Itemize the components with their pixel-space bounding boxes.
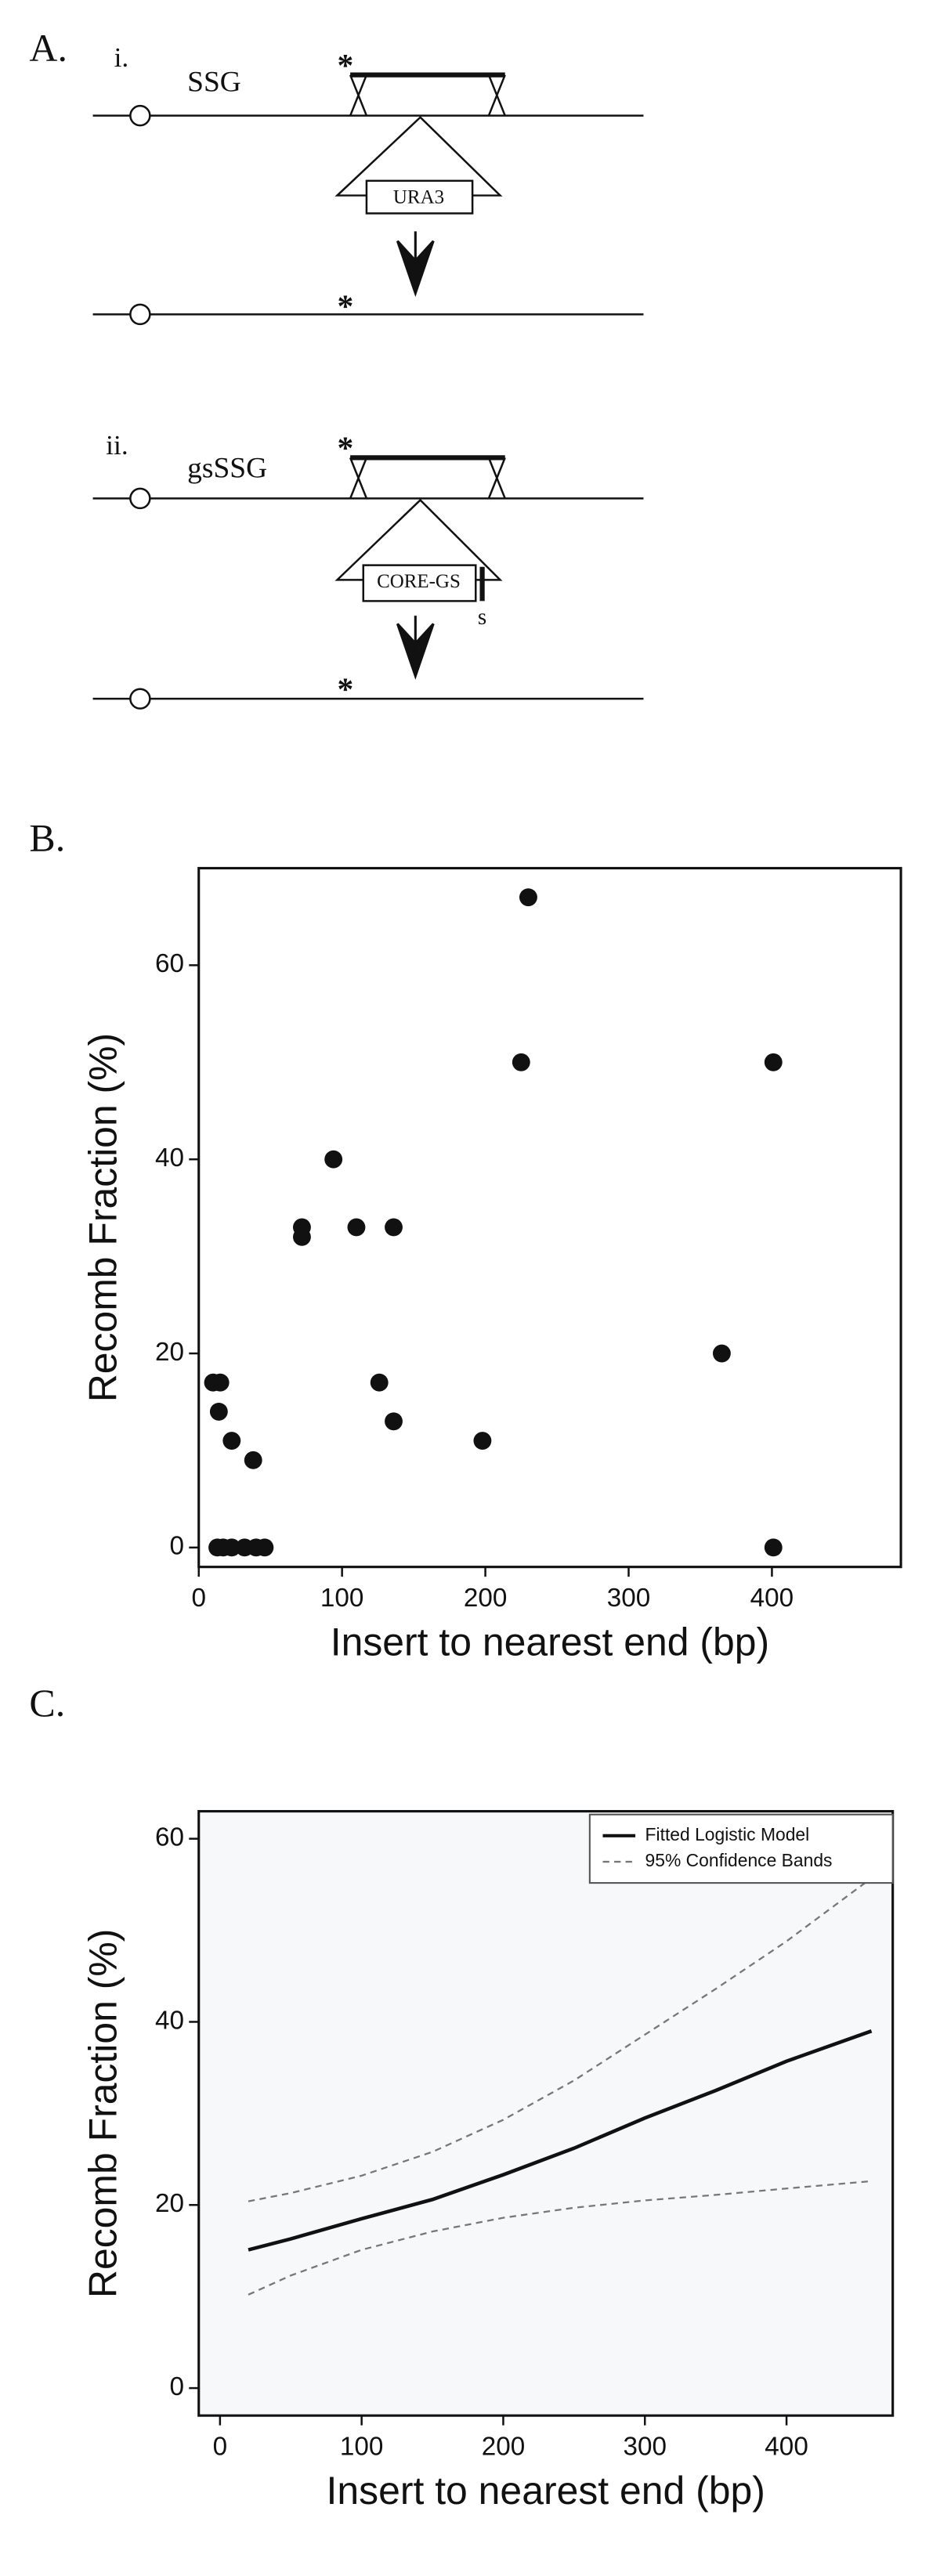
arrow (396, 231, 435, 298)
diagram-i: i. SSG * URA3 * (92, 42, 644, 326)
centromere (129, 688, 151, 710)
construct-label: SSG (187, 67, 241, 99)
data-point (764, 1538, 783, 1557)
x-tick-label: 300 (624, 2433, 667, 2462)
x-tick-label: 100 (320, 1584, 364, 1613)
sub-label: ii. (106, 429, 128, 461)
y-tick-label: 60 (155, 1823, 184, 1852)
star: * (338, 670, 354, 706)
star: * (338, 430, 354, 466)
gene-label: URA3 (393, 186, 444, 208)
data-point (324, 1150, 343, 1169)
data-point (764, 1053, 783, 1071)
legend-box (588, 1813, 894, 1884)
x-tick-label: 200 (482, 2433, 526, 2462)
site-label: s (478, 605, 486, 630)
data-point (347, 1218, 366, 1237)
y-tick-label: 40 (155, 2006, 184, 2035)
data-point (255, 1538, 274, 1557)
panel-label: A. (29, 27, 67, 70)
data-point (293, 1227, 311, 1246)
crossover (349, 457, 506, 499)
data-point (244, 1451, 262, 1469)
legend-label: Fitted Logistic Model (645, 1824, 810, 1844)
series-line (248, 2180, 872, 2296)
x-tick-label: 0 (191, 1584, 206, 1613)
star: * (338, 288, 354, 324)
x-axis-label: Insert to nearest end (bp) (331, 1620, 769, 1664)
x-tick-label: 0 (213, 2433, 228, 2462)
series-line (248, 2029, 873, 2252)
y-tick-label: 0 (170, 1532, 185, 1561)
centromere (129, 303, 151, 326)
x-tick-label: 400 (750, 1584, 794, 1613)
arrow (396, 616, 435, 680)
data-point (519, 888, 537, 907)
plot-frame (197, 866, 902, 1569)
gene-box (365, 179, 474, 215)
star: * (338, 47, 354, 83)
series-line (248, 1877, 873, 2202)
data-point (512, 1053, 530, 1071)
data-point (385, 1218, 403, 1237)
y-tick-label: 60 (155, 949, 184, 978)
data-point (222, 1538, 241, 1557)
panel-label: C. (29, 1682, 65, 1725)
centromere (129, 487, 151, 510)
data-point (712, 1344, 731, 1363)
plot-frame (197, 1810, 895, 2417)
data-point (209, 1402, 228, 1421)
x-tick-label: 400 (765, 2433, 808, 2462)
gene-label: CORE-GS (377, 571, 461, 592)
construct-label: gsSSG (187, 453, 267, 485)
diagram-ii: ii. gsSSG * CORE-GS s * (92, 429, 644, 710)
gene-box (362, 564, 477, 602)
data-point (370, 1373, 389, 1392)
centromere (129, 104, 151, 127)
legend-label: 95% Confidence Bands (645, 1850, 833, 1870)
sub-label: i. (114, 42, 129, 73)
crossover (349, 74, 506, 117)
y-axis-label: Recomb Fraction (%) (81, 1929, 125, 2298)
y-tick-label: 20 (155, 1338, 184, 1367)
x-tick-label: 100 (340, 2433, 384, 2462)
y-tick-label: 20 (155, 2189, 184, 2218)
y-tick-label: 0 (170, 2372, 185, 2401)
y-tick-label: 40 (155, 1143, 184, 1172)
data-point (473, 1432, 492, 1450)
x-axis-label: Insert to nearest end (bp) (327, 2469, 765, 2513)
x-tick-label: 300 (607, 1584, 651, 1613)
panel-label: B. (29, 817, 65, 860)
x-tick-label: 200 (464, 1584, 508, 1613)
data-point (222, 1432, 241, 1450)
data-point (211, 1373, 230, 1392)
y-axis-label: Recomb Fraction (%) (81, 1033, 125, 1402)
data-point (385, 1412, 403, 1431)
